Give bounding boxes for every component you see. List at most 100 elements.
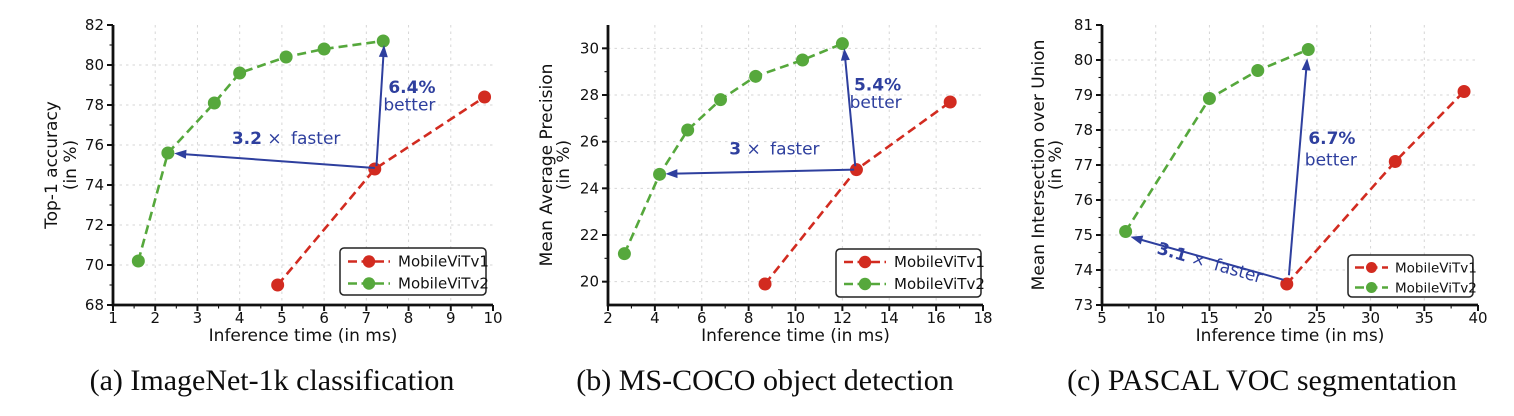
y-tick-label: 72 xyxy=(85,216,104,234)
legend-swatch-marker xyxy=(858,277,872,291)
legend-swatch-marker xyxy=(1366,282,1377,293)
y-tick-label: 78 xyxy=(85,96,104,114)
caption-pascalvoc: (c) PASCAL VOC segmentation xyxy=(1067,364,1457,397)
y-tick-label: 81 xyxy=(1074,16,1093,34)
x-axis-label: Inference time (in ms) xyxy=(701,326,890,346)
y-tick-label: 30 xyxy=(580,39,599,57)
y-axis-label: (in %) xyxy=(1046,140,1066,190)
annotation-label: better xyxy=(1305,151,1357,171)
data-point-MobileViTv2 xyxy=(161,146,175,160)
axis-spine xyxy=(111,25,493,307)
annotation-arrow-head xyxy=(665,169,678,179)
data-point-MobileViTv2 xyxy=(714,93,727,107)
y-tick-label: 76 xyxy=(1074,191,1093,209)
annotation-label: 3.2 × faster xyxy=(232,129,341,149)
x-tick-label: 8 xyxy=(404,309,414,327)
y-tick-label: 24 xyxy=(580,179,599,197)
annotation-arrow-head xyxy=(174,149,187,159)
caption-imagenet: (a) ImageNet-1k classification xyxy=(89,364,455,397)
panel-mscoco: 2 4 6 8 10 12 14 16 18 20 22 24 26 28 30 Inference time… xyxy=(505,0,1010,416)
y-tick-label: 74 xyxy=(85,176,104,194)
data-point-MobileViTv2 xyxy=(131,254,145,268)
y-tick-label: 80 xyxy=(1074,51,1093,69)
x-tick-label: 9 xyxy=(446,309,456,327)
legend-label: MobileViTv2 xyxy=(398,275,489,293)
x-tick-label: 18 xyxy=(973,309,992,327)
annotation-arrow-head xyxy=(1130,235,1144,245)
y-axis-label: (in %) xyxy=(61,140,81,190)
x-tick-label: 20 xyxy=(1254,309,1273,327)
x-tick-label: 2 xyxy=(150,309,160,327)
legend-label: MobileViTv2 xyxy=(894,275,985,293)
data-point-MobileViTv1 xyxy=(271,278,285,292)
y-tick-label: 22 xyxy=(580,226,599,244)
y-tick-label: 79 xyxy=(1074,86,1093,104)
annotation-arrow-head xyxy=(840,48,850,61)
y-tick-label: 76 xyxy=(85,136,104,154)
x-tick-label: 5 xyxy=(277,309,287,327)
data-point-MobileViTv2 xyxy=(653,167,667,181)
data-point-MobileViTv2 xyxy=(317,42,331,56)
x-tick-label: 3 xyxy=(193,309,203,327)
caption-mscoco: (b) MS-COCO object detection xyxy=(576,364,954,397)
y-axis-label: Top-1 accuracy xyxy=(42,101,62,230)
data-point-MobileViTv2 xyxy=(207,96,221,110)
y-tick-label: 26 xyxy=(580,133,599,151)
y-axis-label: Mean Average Precision xyxy=(537,64,557,267)
y-axis-label: (in %) xyxy=(554,140,574,190)
x-tick-label: 30 xyxy=(1361,309,1380,327)
legend-label: MobileViTv1 xyxy=(398,253,489,271)
x-tick-label: 12 xyxy=(833,309,852,327)
x-tick-label: 14 xyxy=(880,309,899,327)
series-line-MobileViTv2 xyxy=(137,39,384,262)
x-tick-label: 10 xyxy=(483,309,502,327)
data-point-MobileViTv1 xyxy=(1280,277,1294,291)
data-point-MobileViTv2 xyxy=(233,66,247,80)
x-tick-label: 7 xyxy=(362,309,372,327)
x-tick-label: 4 xyxy=(235,309,245,327)
x-tick-label: 5 xyxy=(1097,309,1107,327)
data-point-MobileViTv1 xyxy=(368,162,382,176)
data-point-MobileViTv2 xyxy=(681,123,695,137)
legend-swatch-marker xyxy=(362,255,376,268)
x-tick-label: 6 xyxy=(697,309,707,327)
legend-swatch-marker xyxy=(362,277,376,290)
data-point-MobileViTv1 xyxy=(943,95,957,109)
x-tick-label: 25 xyxy=(1307,309,1326,327)
x-tick-label: 35 xyxy=(1415,309,1434,327)
data-point-MobileViTv2 xyxy=(749,69,763,83)
legend-label: MobileViTv1 xyxy=(1395,261,1477,277)
annotation-arrow-line xyxy=(1287,62,1308,276)
panel-pascalvoc: 5 10 15 20 25 30 35 40 73 74 75 76 77 78 79 80 81 Inferen… xyxy=(1010,0,1514,416)
x-tick-label: 15 xyxy=(1200,309,1219,327)
annotation-arrow-line xyxy=(375,48,385,167)
series-line-MobileViTv1 xyxy=(1285,90,1465,285)
y-tick-label: 68 xyxy=(85,296,104,314)
x-tick-label: 10 xyxy=(786,309,805,327)
x-tick-label: 2 xyxy=(603,309,613,327)
annotation-arrow-head xyxy=(1301,58,1311,71)
legend-box xyxy=(1347,254,1474,298)
data-point-MobileViTv1 xyxy=(758,277,772,291)
x-tick-label: 40 xyxy=(1468,309,1487,327)
x-tick-label: 10 xyxy=(1146,309,1165,327)
legend-swatch-marker xyxy=(858,255,872,269)
series-line-MobileViTv2 xyxy=(1124,48,1309,233)
annotation-label: 5.4% xyxy=(854,75,901,95)
data-point-MobileViTv2 xyxy=(1251,64,1265,77)
y-tick-label: 80 xyxy=(85,56,104,74)
y-tick-label: 75 xyxy=(1074,226,1093,244)
x-tick-label: 8 xyxy=(744,309,754,327)
x-tick-label: 1 xyxy=(108,309,118,327)
annotation-arrow-line xyxy=(843,52,857,167)
y-tick-label: 70 xyxy=(85,256,104,274)
annotation-arrow-line xyxy=(669,168,855,175)
y-tick-label: 77 xyxy=(1074,156,1093,174)
data-point-MobileViTv2 xyxy=(796,53,810,67)
data-point-MobileViTv1 xyxy=(849,163,863,177)
x-axis-label: Inference time (in ms) xyxy=(209,326,398,346)
data-point-MobileViTv1 xyxy=(1457,85,1471,98)
